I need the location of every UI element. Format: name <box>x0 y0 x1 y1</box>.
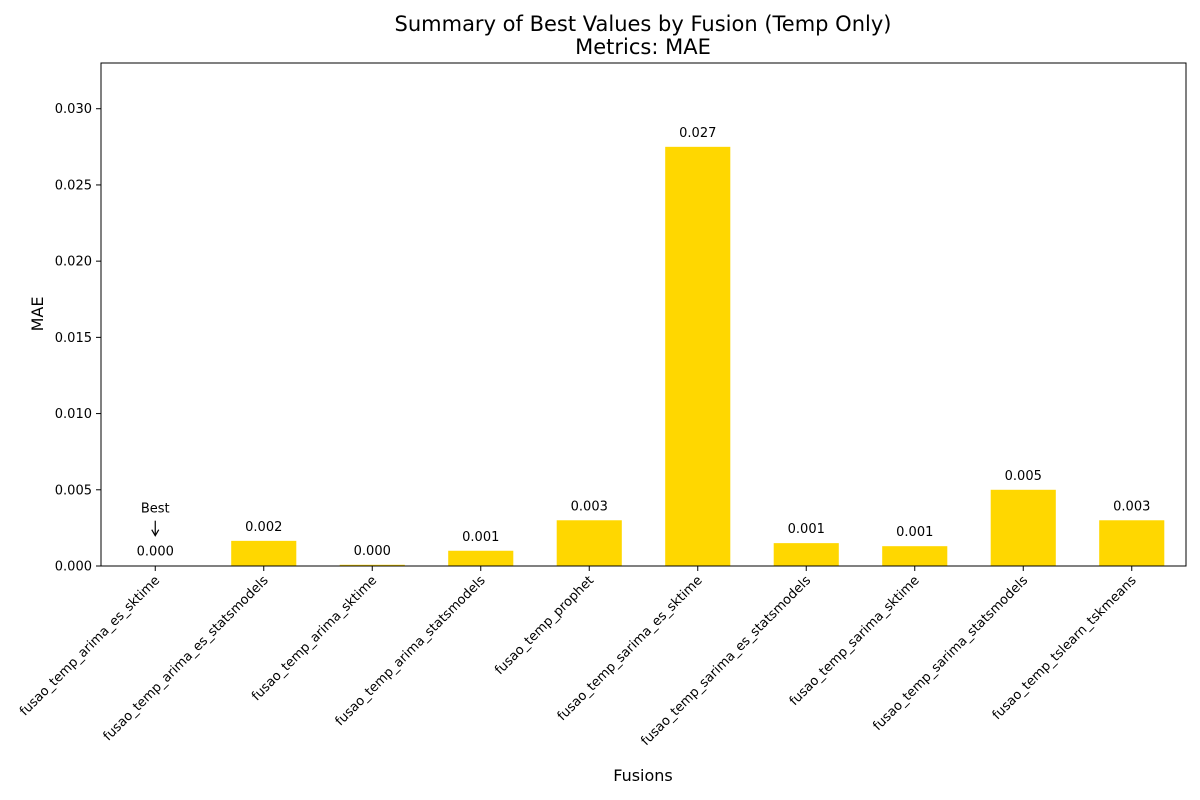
bar <box>990 489 1056 566</box>
bar <box>1099 520 1165 566</box>
bar <box>231 540 297 566</box>
data-label: 0.000 <box>354 544 391 559</box>
y-tick-label: 0.000 <box>55 560 92 575</box>
data-label: 0.003 <box>571 499 608 514</box>
bar <box>448 550 514 566</box>
best-arrow-head <box>151 529 160 537</box>
y-tick-label: 0.015 <box>55 331 92 346</box>
bar <box>556 520 622 566</box>
plot-frame <box>100 62 1187 567</box>
chart-subtitle: Metrics: MAE <box>575 35 711 59</box>
y-tick-label: 0.025 <box>55 178 92 193</box>
x-axis-label: Fusions <box>613 766 673 785</box>
bar <box>665 146 731 567</box>
bar <box>339 564 405 566</box>
y-axis-label: MAE <box>28 297 47 332</box>
best-annotation: Best <box>141 502 170 517</box>
y-tick-label: 0.010 <box>55 407 92 422</box>
y-tick-label: 0.030 <box>55 102 92 117</box>
data-label: 0.001 <box>462 530 499 545</box>
bar <box>882 546 948 566</box>
bar <box>773 543 839 566</box>
data-label: 0.001 <box>788 522 825 537</box>
y-tick-label: 0.020 <box>55 255 92 270</box>
plot-area: 0.000 0.005 0.010 0.015 0.020 0.025 0.030 fusao… <box>17 62 1187 749</box>
chart-title: Summary of Best Values by Fusion (Temp O… <box>395 12 892 36</box>
data-label: 0.003 <box>1113 499 1150 514</box>
data-label: 0.005 <box>1005 469 1042 484</box>
x-tick-label: fusao_temp_sarima_sktime <box>787 573 923 709</box>
data-label: 0.001 <box>896 525 933 540</box>
x-tick-label: fusao_temp_arima_sktime <box>249 573 380 704</box>
data-label: 0.002 <box>245 520 282 535</box>
data-label: 0.027 <box>679 126 716 141</box>
best-value-label: 0.000 <box>137 545 174 560</box>
y-tick-label: 0.005 <box>55 483 92 498</box>
x-tick-label: fusao_temp_prophet <box>492 573 597 678</box>
x-tick-label: fusao_temp_sarima_es_statsmodels <box>638 573 814 749</box>
